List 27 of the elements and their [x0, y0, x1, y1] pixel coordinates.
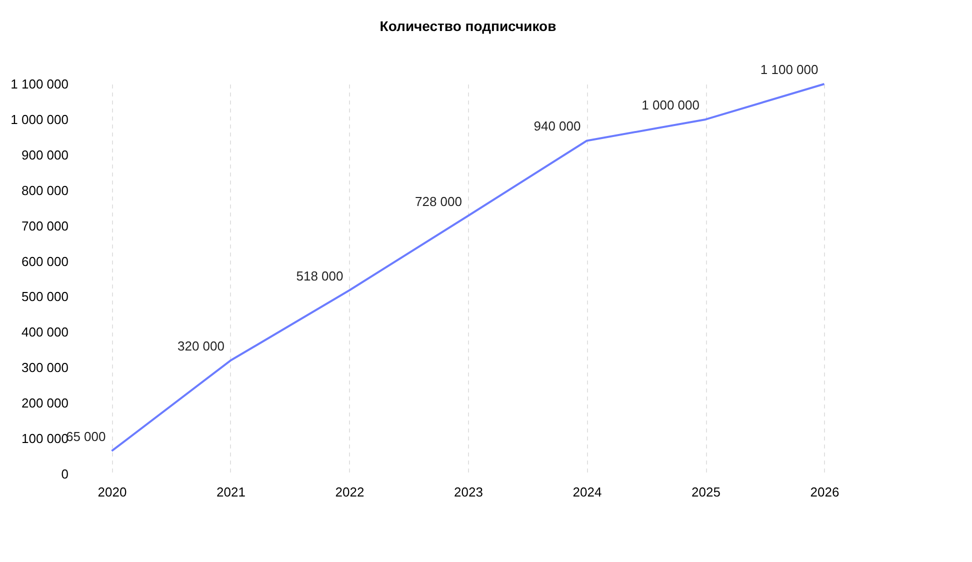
- y-tick-label: 700 000: [22, 218, 68, 234]
- y-tick-label: 0: [61, 466, 68, 482]
- data-label: 518 000: [296, 268, 344, 284]
- line-series: [110, 83, 826, 452]
- y-tick-label: 500 000: [22, 289, 68, 304]
- y-tick-label: 900 000: [22, 147, 68, 162]
- x-tick-label: 2022: [335, 484, 364, 500]
- data-label: 320 000: [178, 338, 224, 354]
- y-tick-label: 100 000: [22, 431, 68, 446]
- x-tick-label: 2025: [692, 484, 720, 500]
- y-tick-label: 600 000: [22, 254, 68, 269]
- x-tick-label: 2020: [98, 484, 127, 500]
- x-tick-label: 2026: [810, 484, 840, 500]
- data-label: 1 000 000: [642, 97, 700, 112]
- x-tick-label: 2024: [572, 484, 602, 500]
- data-label: 940 000: [534, 118, 581, 134]
- y-tick-label: 800 000: [22, 182, 68, 198]
- y-tick-label: 1 100 000: [10, 76, 68, 92]
- y-tick-label: 300 000: [22, 360, 68, 376]
- chart-title: Количество подписчиков: [380, 18, 557, 34]
- x-tick-label: 2023: [454, 484, 483, 500]
- x-tick-label: 2021: [216, 484, 246, 500]
- y-tick-label: 400 000: [22, 324, 68, 340]
- data-label: 1 100 000: [760, 62, 818, 77]
- y-tick-label: 1 000 000: [10, 112, 68, 127]
- data-label: 728 000: [415, 194, 462, 209]
- y-tick-label: 200 000: [22, 396, 68, 411]
